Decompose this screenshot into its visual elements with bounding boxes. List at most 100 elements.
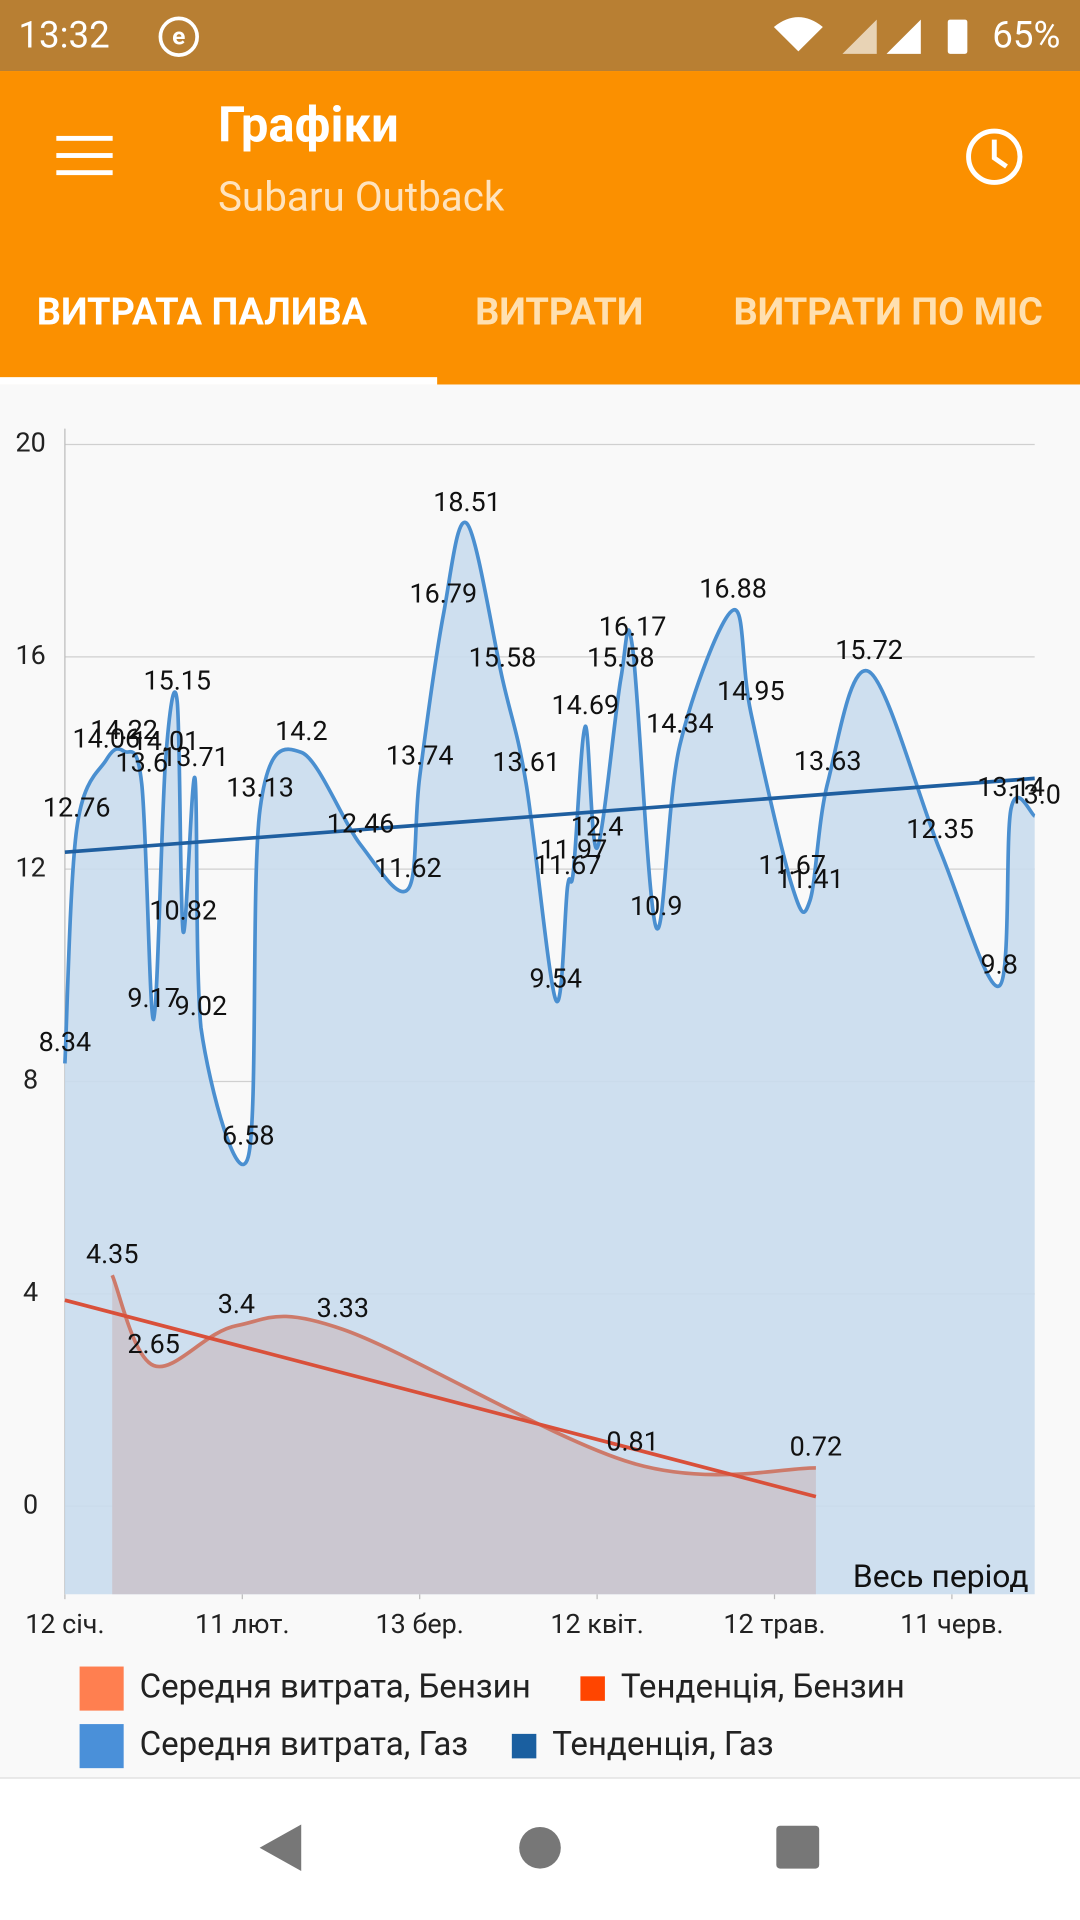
data-label: 14.01 xyxy=(132,725,200,757)
data-label: 16.17 xyxy=(599,610,667,642)
legend-swatch xyxy=(79,1666,124,1711)
legend-label: Тенденція, Газ xyxy=(552,1725,773,1764)
series-line xyxy=(110,1274,816,1477)
data-label: 13.13 xyxy=(226,772,294,804)
y-tick-label: 12 xyxy=(15,851,45,883)
legend-swatch xyxy=(580,1676,605,1701)
data-label: 13.74 xyxy=(386,739,454,771)
data-label: 13.0 xyxy=(1008,779,1061,811)
data-label: 0.72 xyxy=(790,1430,843,1462)
area xyxy=(112,1275,816,1595)
data-label: 16.79 xyxy=(410,577,478,609)
data-label: 6.58 xyxy=(222,1119,275,1151)
battery-icon xyxy=(947,19,968,54)
series-line xyxy=(63,520,1036,1167)
data-label: 13.61 xyxy=(492,746,560,778)
data-label: 11.97 xyxy=(540,833,608,865)
data-label: 0.81 xyxy=(606,1426,659,1458)
tab[interactable]: ВИТРАТИ xyxy=(475,291,643,335)
x-tick-label: 13 бер. xyxy=(376,1608,464,1640)
data-label: 12.46 xyxy=(327,807,395,839)
data-label: 13.6 xyxy=(116,747,168,779)
data-label: 12.4 xyxy=(571,810,624,842)
data-label: 11.41 xyxy=(776,863,844,895)
data-label: 9.02 xyxy=(175,990,228,1022)
data-label: 10.9 xyxy=(630,890,683,922)
x-tick-label: 12 січ. xyxy=(25,1608,104,1640)
data-label: 13.63 xyxy=(794,745,862,777)
x-tick-label: 12 трав. xyxy=(723,1608,825,1640)
data-label: 16.88 xyxy=(699,573,767,605)
data-label: 9.17 xyxy=(127,982,179,1014)
data-label: 15.15 xyxy=(143,664,211,696)
clock-hands xyxy=(991,139,1008,169)
nav-recents[interactable] xyxy=(776,1825,820,1869)
data-label: 8.34 xyxy=(39,1026,92,1058)
legend-label: Тенденція, Бензин xyxy=(621,1667,905,1706)
data-label: 15.58 xyxy=(587,642,655,674)
trend-line xyxy=(64,1298,817,1499)
data-label: 9.54 xyxy=(529,962,582,994)
y-tick-label: 0 xyxy=(23,1488,38,1520)
data-label: 13.71 xyxy=(161,741,229,773)
data-label: 14.2 xyxy=(275,715,328,747)
tab[interactable]: ВИТРАТИ ПО МІС xyxy=(733,291,1042,335)
legend-swatch xyxy=(511,1733,537,1759)
data-label: 15.58 xyxy=(469,642,537,674)
battery-level: 65% xyxy=(992,14,1060,57)
data-label: 14.69 xyxy=(551,689,619,721)
data-label: 13.14 xyxy=(977,771,1045,803)
legend-swatch xyxy=(79,1724,124,1769)
legend-label: Середня витрата, Газ xyxy=(140,1725,469,1764)
annotation: Весь період xyxy=(853,1557,1029,1595)
data-label: 11.67 xyxy=(758,849,826,881)
wifi-icon xyxy=(773,17,823,52)
y-tick-label: 4 xyxy=(23,1276,38,1308)
chart: 0 4 8 12 16 20 12 січ. 11 лют. 13 бер. 12 квіт. 12… xyxy=(15,427,1061,1769)
menu-line xyxy=(56,153,113,158)
app-subtitle: Subaru Outback xyxy=(218,173,505,220)
nav-home[interactable] xyxy=(519,1826,561,1869)
clock-icon xyxy=(966,128,1023,185)
data-label: 15.72 xyxy=(835,634,903,666)
menu-line xyxy=(56,170,113,176)
data-label: 11.62 xyxy=(374,852,442,884)
data-label: 4.35 xyxy=(86,1238,139,1270)
x-tick-label: 11 черв. xyxy=(900,1608,1003,1640)
app-bar xyxy=(0,71,1080,385)
data-label: 12.76 xyxy=(43,791,111,823)
data-label: 11.67 xyxy=(534,849,602,881)
data-label: 12.35 xyxy=(906,813,974,845)
data-label: 14.34 xyxy=(646,707,714,739)
tab-indicator xyxy=(0,377,438,385)
data-label: 14.22 xyxy=(90,714,158,746)
menu-button[interactable] xyxy=(56,135,113,176)
data-label: 3.33 xyxy=(317,1292,370,1324)
status-icon xyxy=(158,16,199,57)
status-bar xyxy=(0,0,1080,72)
x-tick-label: 11 лют. xyxy=(195,1608,290,1640)
trend-line xyxy=(64,776,1035,855)
data-label: 2.65 xyxy=(127,1328,179,1360)
y-tick-label: 8 xyxy=(23,1064,38,1096)
status-time: 13:32 xyxy=(18,14,109,57)
data-label: 10.82 xyxy=(149,894,217,926)
x-tick-label: 12 квіт. xyxy=(550,1608,643,1640)
status-icon-letter: e xyxy=(172,21,185,50)
app-title: Графіки xyxy=(218,97,399,154)
data-label: 14.06 xyxy=(72,722,140,754)
history-button[interactable] xyxy=(966,128,1023,185)
data-label: 3.4 xyxy=(218,1288,255,1320)
data-label: 9.8 xyxy=(981,948,1018,980)
y-tick-label: 16 xyxy=(15,639,45,671)
legend-label: Середня витрата, Бензин xyxy=(140,1667,531,1706)
menu-line xyxy=(56,135,113,141)
data-label: 18.51 xyxy=(433,486,501,518)
nav-back[interactable] xyxy=(259,1824,302,1872)
tab[interactable]: ВИТРАТА ПАЛИВА xyxy=(37,291,368,335)
signal-icon xyxy=(886,19,921,54)
data-label: 14.95 xyxy=(717,675,785,707)
y-tick-label: 20 xyxy=(15,427,45,459)
